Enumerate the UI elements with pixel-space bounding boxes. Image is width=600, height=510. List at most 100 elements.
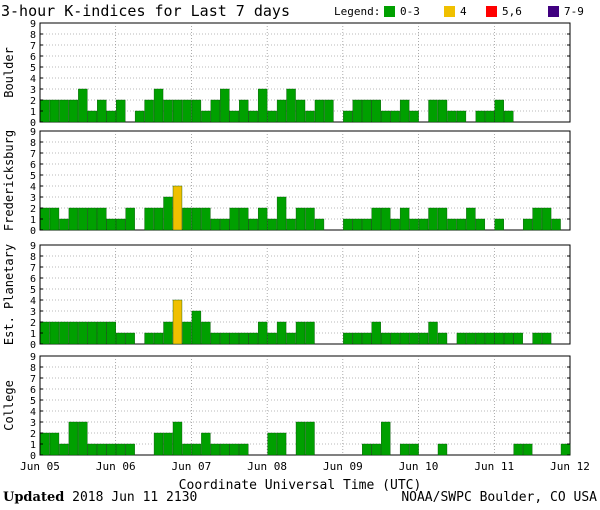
x-axis-label: Coordinate Universal Time (UTC) bbox=[179, 478, 422, 493]
k-index-bar bbox=[399, 207, 410, 231]
k-index-bar bbox=[68, 421, 79, 456]
x-tick-label: Jun 05 bbox=[20, 460, 60, 473]
k-index-bar bbox=[116, 332, 126, 345]
k-index-bar bbox=[210, 332, 221, 345]
k-index-bar bbox=[485, 332, 495, 345]
k-index-bar bbox=[513, 332, 523, 345]
chart-title: 3-hour K-indices for Last 7 days bbox=[1, 2, 290, 20]
k-index-bar bbox=[286, 332, 296, 345]
k-index-bar bbox=[504, 110, 514, 123]
k-index-bar bbox=[172, 99, 183, 123]
k-index-bar bbox=[485, 110, 495, 123]
y-tick-label: 2 bbox=[30, 429, 36, 440]
y-tick-label: 3 bbox=[30, 418, 36, 429]
k-index-bar bbox=[541, 207, 552, 231]
k-index-bar bbox=[97, 443, 107, 456]
k-index-bar bbox=[116, 443, 126, 456]
k-index-bar bbox=[257, 207, 268, 231]
y-tick-label: 0 bbox=[30, 451, 36, 462]
k-index-bar bbox=[494, 99, 504, 123]
k-index-bar bbox=[513, 443, 523, 456]
k-index-bar bbox=[78, 207, 88, 231]
panel-label: College bbox=[2, 380, 16, 431]
legend-swatch-3 bbox=[548, 6, 559, 17]
k-index-bar bbox=[87, 110, 97, 123]
k-index-bar bbox=[352, 218, 362, 231]
k-index-bar bbox=[153, 207, 164, 231]
k-index-bar bbox=[106, 218, 116, 231]
x-axis: Jun 05 Jun 06 Jun 07 Jun 08 Jun 09 Jun 10 Jun … bbox=[20, 460, 590, 473]
k-index-bar bbox=[125, 443, 135, 456]
k-index-bar bbox=[343, 332, 353, 345]
legend-item-0: 0-3 bbox=[400, 5, 420, 18]
k-index-bar bbox=[163, 196, 173, 231]
legend-item-1: 4 bbox=[460, 5, 467, 18]
y-tick-label: 6 bbox=[30, 52, 36, 63]
k-index-bar bbox=[418, 218, 429, 231]
k-index-bar bbox=[352, 99, 362, 123]
k-index-bar bbox=[153, 332, 164, 345]
k-index-bar bbox=[239, 443, 249, 456]
k-index-bar bbox=[362, 332, 372, 345]
k-index-bar bbox=[248, 110, 258, 123]
k-index-bar bbox=[409, 218, 419, 231]
y-tick-label: 1 bbox=[30, 215, 36, 226]
k-index-bar bbox=[201, 207, 211, 231]
y-tick-label: 2 bbox=[30, 96, 36, 107]
panel-label: Est. Planetary bbox=[2, 244, 16, 345]
k-index-bar bbox=[428, 207, 438, 231]
k-index-bar bbox=[229, 443, 239, 456]
k-index-bar bbox=[191, 207, 202, 231]
y-tick-label: 1 bbox=[30, 107, 36, 118]
y-tick-label: 1 bbox=[30, 329, 36, 340]
k-index-bar bbox=[78, 321, 88, 345]
updated-value: 2018 Jun 11 2130 bbox=[72, 490, 198, 505]
k-index-bar bbox=[399, 99, 410, 123]
k-index-bar bbox=[106, 321, 116, 345]
y-tick-label: 6 bbox=[30, 274, 36, 285]
k-index-bar bbox=[220, 218, 230, 231]
y-tick-label: 9 bbox=[30, 127, 36, 138]
x-tick-label: Jun 12 bbox=[550, 460, 590, 473]
k-index-bar bbox=[456, 110, 467, 123]
k-index-bar bbox=[560, 443, 571, 456]
k-index-bar bbox=[295, 421, 306, 456]
k-index-bar bbox=[352, 332, 362, 345]
k-index-bar bbox=[257, 321, 268, 345]
k-index-bar bbox=[362, 218, 372, 231]
k-index-bar bbox=[494, 332, 504, 345]
panel-label: Fredericksburg bbox=[2, 130, 16, 231]
k-index-bar bbox=[362, 99, 372, 123]
k-index-bar bbox=[257, 88, 268, 123]
k-index-bar bbox=[182, 99, 192, 123]
k-index-bar bbox=[437, 207, 448, 231]
k-index-bar bbox=[59, 218, 69, 231]
k-index-bar bbox=[399, 332, 410, 345]
k-index-bar bbox=[522, 218, 533, 231]
source-credit: NOAA/SWPC Boulder, CO USA bbox=[401, 490, 597, 505]
k-index-bar bbox=[239, 207, 249, 231]
k-index-bar bbox=[409, 332, 419, 345]
k-index-bar bbox=[522, 443, 533, 456]
k-index-bar bbox=[390, 110, 400, 123]
y-tick-label: 9 bbox=[30, 19, 36, 30]
y-tick-label: 8 bbox=[30, 252, 36, 263]
x-tick-label: Jun 11 bbox=[474, 460, 514, 473]
k-index-bar bbox=[267, 432, 277, 456]
k-index-bar bbox=[163, 321, 173, 345]
legend-swatch-2 bbox=[486, 6, 497, 17]
k-index-bar bbox=[134, 110, 145, 123]
k-index-bar bbox=[475, 110, 486, 123]
x-tick-label: Jun 06 bbox=[96, 460, 136, 473]
y-tick-label: 4 bbox=[30, 74, 36, 85]
k-index-bar bbox=[447, 110, 457, 123]
k-index-bar bbox=[286, 218, 296, 231]
k-index-bar bbox=[201, 110, 211, 123]
y-tick-label: 1 bbox=[30, 440, 36, 451]
updated-label: Updated bbox=[3, 490, 65, 505]
y-tick-label: 3 bbox=[30, 307, 36, 318]
x-tick-label: Jun 07 bbox=[172, 460, 212, 473]
